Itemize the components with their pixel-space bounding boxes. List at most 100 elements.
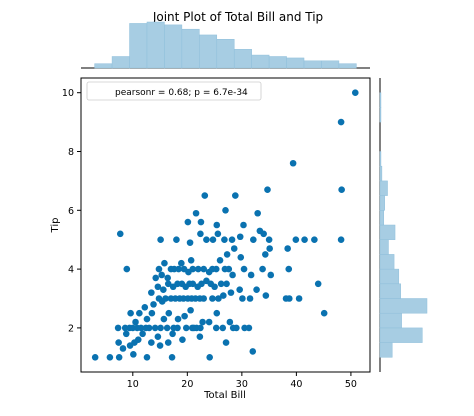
scatter-point [143,315,151,323]
scatter-point [249,348,257,355]
right-hist-bar [379,312,402,329]
scatter-point [314,280,322,288]
right-hist-bar [379,107,382,123]
right-hist-bar [379,180,388,196]
scatter-point [197,218,205,226]
scatter-point [194,265,202,273]
scatter-point [186,239,194,246]
scatter-point [160,315,168,323]
scatter-point [137,324,145,332]
scatter-point [253,286,260,293]
scatter-point [240,265,248,273]
scatter-point [221,236,228,243]
scatter-point [239,295,246,302]
scatter-point [115,354,123,361]
scatter-point [292,236,300,243]
top-marginal-histogram [81,21,370,69]
right-hist-bar [379,210,385,226]
scatter-point [267,271,275,279]
top-hist-bar [146,21,165,69]
figure-title: Joint Plot of Total Bill and Tip [152,10,323,24]
scatter-point [154,283,162,291]
scatter-point [209,265,216,273]
scatter-point [178,259,185,267]
scatter-point [289,159,297,167]
scatter-point [285,265,293,273]
scatter-point [167,265,175,273]
scatter-point [225,265,233,273]
legend-frame [86,81,262,101]
scatter-point [223,280,230,288]
scatter-point [212,324,220,332]
scatter-point [265,236,273,243]
scatter-point [200,265,207,273]
scatter-point [161,259,168,267]
scatter-point [148,339,155,346]
x-tick-label: 40 [290,379,302,390]
scatter-point [199,318,206,326]
scatter-point [209,236,217,243]
scatter-point [264,186,271,194]
scatter-point [122,330,130,338]
scatter-point [164,339,172,346]
scatter-point [132,318,139,326]
scatter-point [213,309,221,317]
scatter-point [232,192,239,199]
pearsonr-annotation: pearsonr = 0.68; p = 6.7e-34 [115,88,248,98]
scatter-point [141,304,149,311]
y-tick-label: 8 [68,147,74,158]
right-hist-bar [379,151,382,167]
scatter-point [222,339,230,346]
scatter-point [213,221,221,229]
scatter-point [162,295,169,302]
top-hist-bar [181,28,200,69]
scatter-point [247,271,255,279]
top-hist-bar [286,57,305,69]
top-hist-bar [268,56,287,69]
scatter-point [187,256,195,264]
scatter-point [256,227,264,235]
scatter-point [134,336,142,343]
scatter-point [130,351,137,358]
scatter-point [237,254,245,261]
scatter-point [223,251,231,258]
scatter-point [229,324,237,332]
scatter-point [115,339,122,346]
scatter-point [154,333,162,341]
y-tick-label: 2 [68,323,74,334]
scatter-point [250,236,257,243]
scatter-point [155,265,163,273]
scatter-point [222,207,229,214]
scatter-point [151,324,159,332]
scatter-point [320,309,328,317]
right-hist-bar [379,195,385,211]
y-tick-label: 10 [62,88,74,99]
x-tick-label: 30 [236,379,248,390]
scatter-point [196,333,204,341]
scatter-point [160,286,167,293]
top-hist-bar [321,60,340,69]
scatter-point [197,324,204,332]
top-hist-bar [338,63,357,69]
scatter-point [295,295,303,302]
right-hist-bar [379,298,428,314]
scatter-point [91,354,99,361]
scatter-point [173,236,180,243]
top-hist-bar [303,60,322,69]
scatter-points [91,89,359,361]
right-hist-bar [379,92,382,108]
scatter-point [165,309,173,317]
main-scatter-axes: 10 20 30 40 50 2 4 6 8 10 pearsonr = 0.68; p = 6… [50,77,371,401]
scatter-point [211,283,218,291]
top-hist-bar [251,54,270,69]
scatter-point [246,295,254,302]
scatter-point [189,265,197,273]
scatter-point [236,233,244,241]
scatter-point [163,324,171,332]
scatter-point [152,274,160,282]
scatter-point [127,309,134,317]
scatter-point [175,265,182,273]
scatter-point [119,345,127,352]
top-hist-bar [129,23,148,69]
